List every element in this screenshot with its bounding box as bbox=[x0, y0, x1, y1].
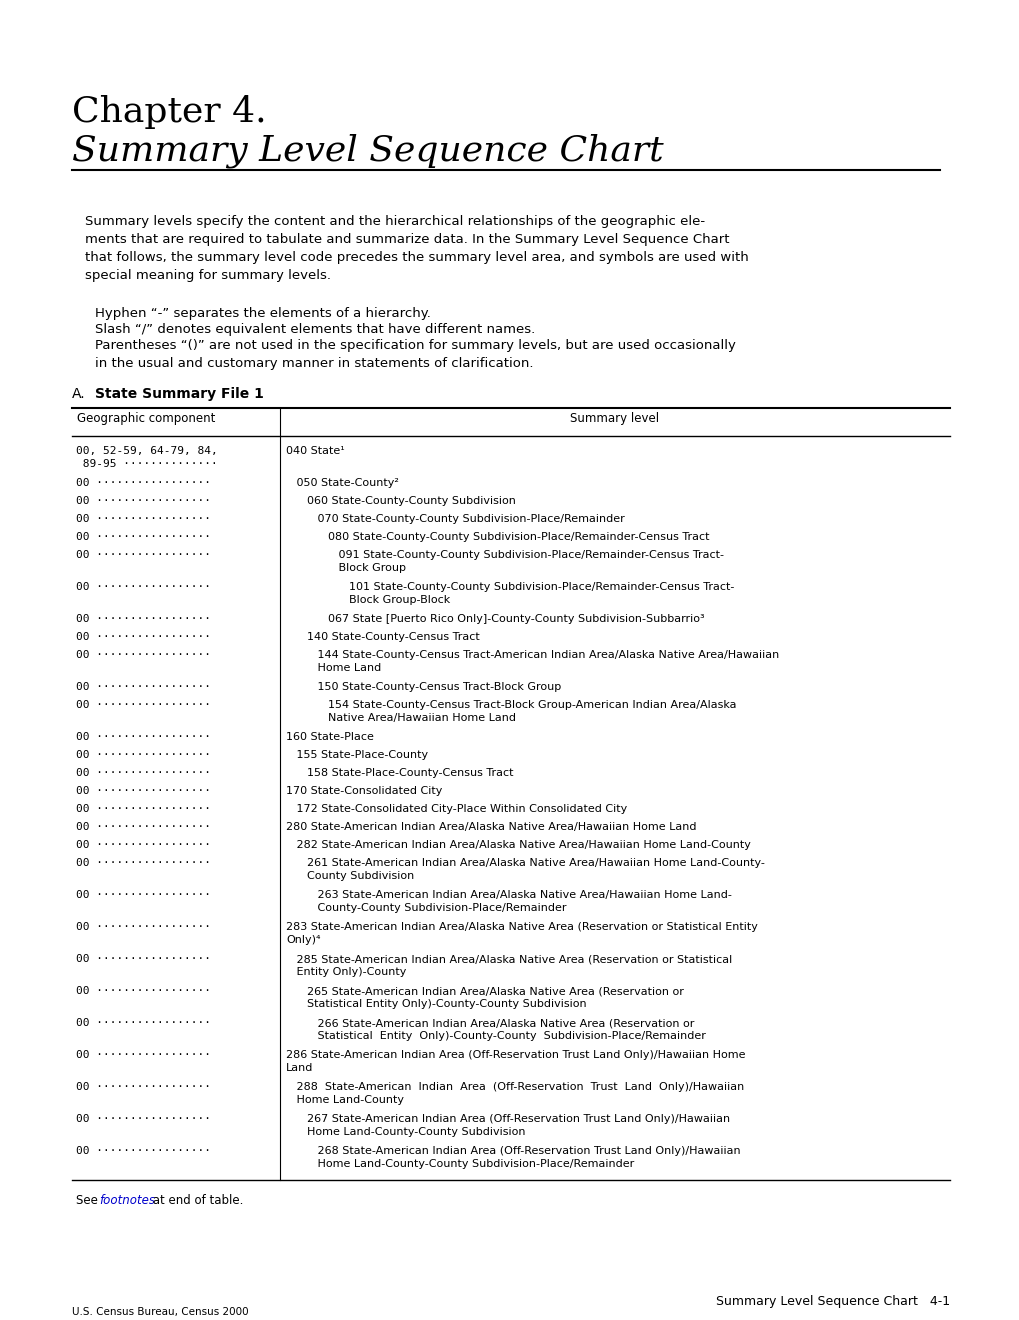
Text: Summary Level Sequence Chart: Summary Level Sequence Chart bbox=[72, 133, 663, 168]
Text: 00 ·················: 00 ················· bbox=[76, 496, 211, 506]
Text: 00 ·················: 00 ················· bbox=[76, 649, 211, 660]
Text: Summary levels specify the content and the hierarchical relationships of the geo: Summary levels specify the content and t… bbox=[85, 215, 748, 282]
Text: 101 State-County-County Subdivision-Place/Remainder-Census Tract-
              : 101 State-County-County Subdivision-Plac… bbox=[285, 582, 734, 605]
Text: Parentheses “()” are not used in the specification for summary levels, but are u: Parentheses “()” are not used in the spe… bbox=[95, 339, 735, 370]
Text: 140 State-County-Census Tract: 140 State-County-Census Tract bbox=[285, 632, 479, 642]
Text: 00 ·················: 00 ················· bbox=[76, 733, 211, 742]
Text: U.S. Census Bureau, Census 2000: U.S. Census Bureau, Census 2000 bbox=[72, 1307, 249, 1317]
Text: 00 ·················: 00 ················· bbox=[76, 532, 211, 543]
Text: 050 State-County²: 050 State-County² bbox=[285, 478, 398, 488]
Text: 00 ·················: 00 ················· bbox=[76, 890, 211, 900]
Text: 160 State-Place: 160 State-Place bbox=[285, 733, 374, 742]
Text: 282 State-American Indian Area/Alaska Native Area/Hawaiian Home Land-County: 282 State-American Indian Area/Alaska Na… bbox=[285, 840, 750, 850]
Text: 00 ·················: 00 ················· bbox=[76, 804, 211, 814]
Text: Summary Level Sequence Chart   4-1: Summary Level Sequence Chart 4-1 bbox=[715, 1295, 949, 1308]
Text: 00 ·················: 00 ················· bbox=[76, 986, 211, 997]
Text: footnotes: footnotes bbox=[99, 1195, 155, 1206]
Text: 154 State-County-Census Tract-Block Group-American Indian Area/Alaska
          : 154 State-County-Census Tract-Block Grou… bbox=[285, 700, 736, 723]
Text: 00 ·················: 00 ················· bbox=[76, 1049, 211, 1060]
Text: 00 ·················: 00 ················· bbox=[76, 582, 211, 591]
Text: 00 ·················: 00 ················· bbox=[76, 840, 211, 850]
Text: 00, 52-59, 64-79, 84,
 89-95 ··············: 00, 52-59, 64-79, 84, 89-95 ············… bbox=[76, 446, 217, 469]
Text: 00 ·················: 00 ················· bbox=[76, 785, 211, 796]
Text: 00 ·················: 00 ················· bbox=[76, 1146, 211, 1156]
Text: 00 ·················: 00 ················· bbox=[76, 682, 211, 692]
Text: 00 ·················: 00 ················· bbox=[76, 1114, 211, 1125]
Text: 070 State-County-County Subdivision-Place/Remainder: 070 State-County-County Subdivision-Plac… bbox=[285, 513, 625, 524]
Text: A.: A. bbox=[72, 387, 86, 401]
Text: 150 State-County-Census Tract-Block Group: 150 State-County-Census Tract-Block Grou… bbox=[285, 682, 560, 692]
Text: Hyphen “-” separates the elements of a hierarchy.: Hyphen “-” separates the elements of a h… bbox=[95, 308, 430, 319]
Text: 288  State-American  Indian  Area  (Off-Reservation  Trust  Land  Only)/Hawaiian: 288 State-American Indian Area (Off-Rese… bbox=[285, 1082, 744, 1105]
Text: 040 State¹: 040 State¹ bbox=[285, 446, 344, 455]
Text: Summary level: Summary level bbox=[570, 412, 659, 425]
Text: 170 State-Consolidated City: 170 State-Consolidated City bbox=[285, 785, 442, 796]
Text: 067 State [Puerto Rico Only]-County-County Subdivision-Subbarrio³: 067 State [Puerto Rico Only]-County-Coun… bbox=[285, 614, 704, 624]
Text: 172 State-Consolidated City-Place Within Consolidated City: 172 State-Consolidated City-Place Within… bbox=[285, 804, 627, 814]
Text: 283 State-American Indian Area/Alaska Native Area (Reservation or Statistical En: 283 State-American Indian Area/Alaska Na… bbox=[285, 921, 757, 945]
Text: Slash “/” denotes equivalent elements that have different names.: Slash “/” denotes equivalent elements th… bbox=[95, 323, 535, 337]
Text: 060 State-County-County Subdivision: 060 State-County-County Subdivision bbox=[285, 496, 516, 506]
Text: Geographic component: Geographic component bbox=[76, 412, 215, 425]
Text: 00 ·················: 00 ················· bbox=[76, 954, 211, 964]
Text: See: See bbox=[76, 1195, 102, 1206]
Text: 080 State-County-County Subdivision-Place/Remainder-Census Tract: 080 State-County-County Subdivision-Plac… bbox=[285, 532, 709, 543]
Text: 144 State-County-Census Tract-American Indian Area/Alaska Native Area/Hawaiian
 : 144 State-County-Census Tract-American I… bbox=[285, 649, 779, 673]
Text: 267 State-American Indian Area (Off-Reservation Trust Land Only)/Hawaiian
      : 267 State-American Indian Area (Off-Rese… bbox=[285, 1114, 730, 1138]
Text: 266 State-American Indian Area/Alaska Native Area (Reservation or
         Stati: 266 State-American Indian Area/Alaska Na… bbox=[285, 1018, 705, 1041]
Text: 280 State-American Indian Area/Alaska Native Area/Hawaiian Home Land: 280 State-American Indian Area/Alaska Na… bbox=[285, 822, 696, 832]
Text: State Summary File 1: State Summary File 1 bbox=[95, 387, 264, 401]
Text: 00 ·················: 00 ················· bbox=[76, 1018, 211, 1028]
Text: 00 ·················: 00 ················· bbox=[76, 822, 211, 832]
Text: 00 ·················: 00 ················· bbox=[76, 1082, 211, 1092]
Text: 265 State-American Indian Area/Alaska Native Area (Reservation or
      Statisti: 265 State-American Indian Area/Alaska Na… bbox=[285, 986, 683, 1010]
Text: 155 State-Place-County: 155 State-Place-County bbox=[285, 750, 428, 760]
Text: 00 ·················: 00 ················· bbox=[76, 750, 211, 760]
Text: 263 State-American Indian Area/Alaska Native Area/Hawaiian Home Land-
         C: 263 State-American Indian Area/Alaska Na… bbox=[285, 890, 732, 913]
Text: 286 State-American Indian Area (Off-Reservation Trust Land Only)/Hawaiian Home
L: 286 State-American Indian Area (Off-Rese… bbox=[285, 1049, 745, 1073]
Text: 00 ·················: 00 ················· bbox=[76, 700, 211, 710]
Text: 00 ·················: 00 ················· bbox=[76, 768, 211, 777]
Text: 00 ·················: 00 ················· bbox=[76, 921, 211, 932]
Text: at end of table.: at end of table. bbox=[149, 1195, 244, 1206]
Text: 00 ·················: 00 ················· bbox=[76, 858, 211, 869]
Text: 091 State-County-County Subdivision-Place/Remainder-Census Tract-
              : 091 State-County-County Subdivision-Plac… bbox=[285, 550, 723, 573]
Text: 00 ·················: 00 ················· bbox=[76, 550, 211, 560]
Text: 00 ·················: 00 ················· bbox=[76, 513, 211, 524]
Text: 00 ·················: 00 ················· bbox=[76, 614, 211, 624]
Text: Chapter 4.: Chapter 4. bbox=[72, 95, 266, 129]
Text: 285 State-American Indian Area/Alaska Native Area (Reservation or Statistical
  : 285 State-American Indian Area/Alaska Na… bbox=[285, 954, 732, 977]
Text: 261 State-American Indian Area/Alaska Native Area/Hawaiian Home Land-County-
   : 261 State-American Indian Area/Alaska Na… bbox=[285, 858, 764, 882]
Text: 158 State-Place-County-Census Tract: 158 State-Place-County-Census Tract bbox=[285, 768, 513, 777]
Text: 00 ·················: 00 ················· bbox=[76, 478, 211, 488]
Text: 00 ·················: 00 ················· bbox=[76, 632, 211, 642]
Text: 268 State-American Indian Area (Off-Reservation Trust Land Only)/Hawaiian
      : 268 State-American Indian Area (Off-Rese… bbox=[285, 1146, 740, 1170]
